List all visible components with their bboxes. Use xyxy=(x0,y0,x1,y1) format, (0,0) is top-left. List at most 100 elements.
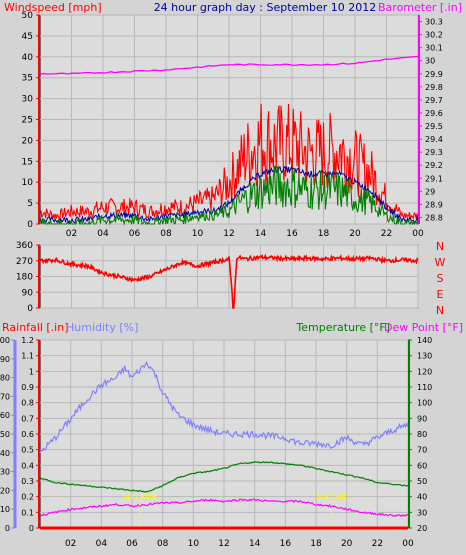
right-tick-label: 30.3 xyxy=(425,18,443,27)
humidity-line xyxy=(39,360,409,454)
compass-label: W xyxy=(435,256,446,269)
right-tick-label: 29.5 xyxy=(425,122,443,131)
temp-tick-label: 70 xyxy=(417,446,427,455)
right-tick-label: 29.8 xyxy=(425,83,443,92)
left-tick-label: 45 xyxy=(22,32,33,42)
x-tick-label: 20 xyxy=(341,539,353,549)
right-tick-label: 28.9 xyxy=(425,200,443,209)
humidity-tick-label: 20 xyxy=(0,486,10,495)
x-tick-label: 00 xyxy=(402,539,414,549)
temp-humidity-chart: 2030405060708090100110120130140010203040… xyxy=(0,336,432,549)
chart-title: 24 hour graph day : September 10 2012 xyxy=(154,1,377,14)
barometer-line xyxy=(39,55,419,75)
x-tick-label: 06 xyxy=(126,539,138,549)
right-tick-label: 29.2 xyxy=(425,161,443,170)
left-tick-label: 90 xyxy=(22,288,34,298)
humidity-tick-label: 70 xyxy=(0,392,10,401)
x-tick-label: 22 xyxy=(381,229,392,239)
rain-tick-label: 1.2 xyxy=(21,336,34,345)
x-tick-label: 16 xyxy=(280,539,292,549)
left-tick-label: 270 xyxy=(16,257,33,267)
rain-tick-label: 0 xyxy=(29,524,34,533)
avg-line xyxy=(39,165,419,225)
x-tick-label: 22 xyxy=(372,539,383,549)
direction-line xyxy=(39,253,419,309)
x-tick-label: 02 xyxy=(65,539,76,549)
x-tick-label: 04 xyxy=(97,229,109,239)
rain-tick-label: 0.5 xyxy=(21,446,34,455)
x-tick-label: 14 xyxy=(255,229,267,239)
x-tick-label: 10 xyxy=(192,229,204,239)
humidity-tick-label: 0 xyxy=(5,524,10,533)
left-tick-label: 35 xyxy=(22,74,33,84)
wind-line xyxy=(39,164,419,226)
right-tick-label: 29.6 xyxy=(425,109,443,118)
temp-tick-label: 50 xyxy=(417,477,427,486)
compass-label: S xyxy=(437,272,444,285)
compass-label: N xyxy=(436,240,444,253)
right-tick-label: 29.9 xyxy=(425,70,443,79)
left-tick-label: 180 xyxy=(16,273,33,283)
rain-tick-label: 0.1 xyxy=(21,508,34,517)
windspeed-axis-label: Windspeed [mph] xyxy=(4,1,102,14)
humidity-tick-label: 60 xyxy=(0,411,10,420)
humidity-tick-label: 100 xyxy=(0,336,10,345)
x-tick-label: 04 xyxy=(96,539,108,549)
rain-tick-label: 0.2 xyxy=(21,493,34,502)
rain-tick-label: 0.9 xyxy=(21,383,34,392)
right-tick-label: 30.1 xyxy=(425,44,443,53)
x-tick-label: 02 xyxy=(66,229,77,239)
compass-label: E xyxy=(437,288,444,301)
x-tick-label: 18 xyxy=(310,539,322,549)
left-tick-label: 5 xyxy=(27,199,33,209)
left-tick-label: 50 xyxy=(22,11,34,21)
left-tick-label: 30 xyxy=(22,95,34,105)
x-tick-label: 14 xyxy=(249,539,261,549)
x-tick-label: 08 xyxy=(160,229,172,239)
left-tick-label: 20 xyxy=(22,136,34,146)
temp-tick-label: 80 xyxy=(417,430,427,439)
humidity-tick-label: 50 xyxy=(0,430,10,439)
right-tick-label: 28.8 xyxy=(425,213,443,222)
temp-tick-label: 100 xyxy=(417,399,432,408)
x-tick-label: 10 xyxy=(188,539,200,549)
temp-tick-label: 90 xyxy=(417,414,427,423)
rain-tick-label: 0.7 xyxy=(21,414,34,423)
x-tick-label: 20 xyxy=(349,229,361,239)
sun-annotation: Sun Set xyxy=(316,492,347,501)
left-tick-label: 0 xyxy=(27,220,33,230)
right-tick-label: 30 xyxy=(425,57,435,66)
x-tick-label: 18 xyxy=(318,229,330,239)
right-tick-label: 29.7 xyxy=(425,96,443,105)
left-tick-label: 0 xyxy=(27,304,33,314)
rain-tick-label: 0.6 xyxy=(21,430,34,439)
wind-barometer-chart: 0 5 10 15 20 25 30 35 40 45 50 28.8 28.9 29 29.1 29.2 29… xyxy=(22,11,443,239)
barometer-axis-label: Barometer [.in] xyxy=(378,1,462,14)
temp-tick-label: 130 xyxy=(417,352,432,361)
humidity-axis-label: Humidity [%] xyxy=(66,321,138,334)
gust-line xyxy=(39,103,419,221)
right-tick-label: 29.3 xyxy=(425,148,443,157)
temp-tick-label: 110 xyxy=(417,383,432,392)
rain-tick-label: 0.8 xyxy=(21,399,34,408)
left-tick-label: 40 xyxy=(22,53,34,63)
x-tick-label: 08 xyxy=(157,539,169,549)
right-tick-label: 30.2 xyxy=(425,31,443,40)
dewpoint-axis-label: Dew Point [°F] xyxy=(384,321,463,334)
left-tick-label: 25 xyxy=(22,116,33,126)
left-tick-label: 10 xyxy=(22,178,34,188)
humidity-tick-label: 90 xyxy=(0,355,10,364)
rain-tick-label: 1 xyxy=(29,367,34,376)
rain-tick-label: 1.1 xyxy=(21,352,34,361)
x-tick-label: 16 xyxy=(286,229,298,239)
x-tick-label: 12 xyxy=(223,229,234,239)
left-tick-label: 15 xyxy=(22,157,33,167)
x-tick-label: 06 xyxy=(129,229,141,239)
x-tick-label: 00 xyxy=(412,229,424,239)
rain-tick-label: 0.4 xyxy=(21,461,34,470)
temp-tick-label: 60 xyxy=(417,461,427,470)
compass-label: N xyxy=(436,304,444,317)
